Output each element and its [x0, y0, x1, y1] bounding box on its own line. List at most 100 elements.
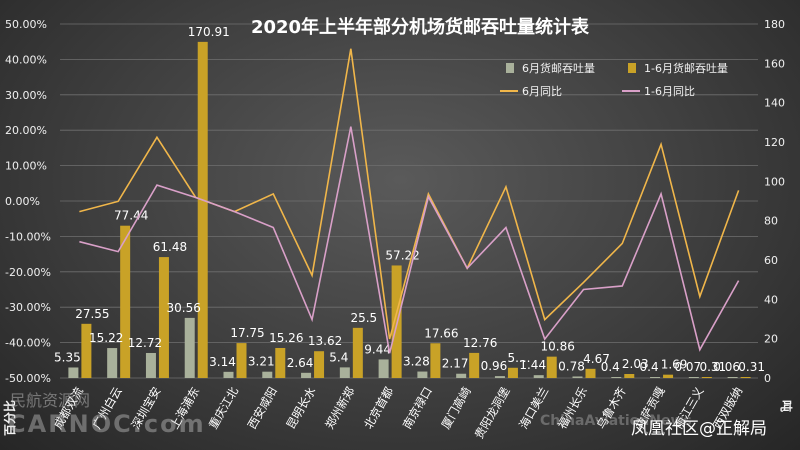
gridlines — [60, 23, 758, 379]
bar-value-label: 12.72 — [128, 336, 162, 350]
right-tick-label: 60 — [764, 254, 778, 267]
bar-value-label: 170.91 — [188, 25, 230, 39]
legend: 6月货邮吞吐量 1-6月货邮吞吐量 6月同比 1-6月同比 — [500, 61, 728, 98]
watermark-carnoc: CARNOC.com — [8, 410, 206, 438]
bar-6月货邮吞吐量 — [223, 371, 234, 378]
left-tick-label: 40.00% — [5, 53, 47, 66]
bar-value-label: 4.67 — [583, 352, 610, 366]
watermark-source: 凤凰社区@正解局 — [631, 419, 767, 439]
bar-1-6月货邮吞吐量 — [352, 327, 363, 378]
left-tick-label: -50.00% — [5, 372, 51, 385]
left-tick-label: 10.00% — [5, 160, 47, 173]
bar-value-label: 15.22 — [89, 331, 123, 345]
bar-1-6月货邮吞吐量 — [701, 377, 712, 378]
bar-value-label: 27.55 — [75, 307, 109, 321]
bar-value-label: 9.44 — [364, 342, 391, 356]
legend-label: 6月货邮吞吐量 — [522, 61, 595, 75]
bars — [68, 41, 751, 378]
bar-value-label: 0.31 — [738, 360, 765, 374]
bar-value-label: 2.17 — [442, 357, 469, 371]
left-axis: 50.00% 40.00% 30.00% 20.00% 10.00% 0.00% -10.0… — [5, 18, 51, 385]
left-tick-label: -10.00% — [5, 230, 51, 243]
bar-1-6月货邮吞吐量 — [740, 377, 751, 378]
left-tick-label: -30.00% — [5, 301, 51, 314]
bar-1-6月货邮吞吐量 — [236, 343, 247, 378]
bar-value-label: 5.4 — [329, 350, 348, 364]
bar-6月货邮吞吐量 — [494, 376, 505, 378]
bar-6月货邮吞吐量 — [145, 352, 156, 378]
x-tick-label: 北京首都 — [361, 384, 396, 431]
bar-1-6月货邮吞吐量 — [546, 356, 557, 378]
bar-value-label: 3.28 — [403, 355, 430, 369]
right-tick-label: 0 — [764, 372, 771, 385]
bar-value-label: 13.62 — [308, 334, 342, 348]
right-tick-label: 160 — [764, 57, 785, 70]
legend-label: 1-6月货邮吞吐量 — [644, 61, 728, 75]
bar-value-label: 2.03 — [622, 357, 649, 371]
bar-value-label: 15.26 — [269, 331, 303, 345]
bar-value-label: 25.5 — [350, 311, 377, 325]
bar-6月货邮吞吐量 — [611, 377, 622, 378]
bar-value-label: 0.78 — [558, 359, 585, 373]
left-tick-label: 20.00% — [5, 124, 47, 137]
x-tick-label: 昆明长水 — [284, 384, 319, 431]
watermark-aviation: ChinaAviationNews — [540, 413, 692, 429]
bar-value-label: 3.21 — [248, 355, 275, 369]
bar-6月货邮吞吐量 — [68, 367, 79, 378]
left-tick-label: -40.00% — [5, 337, 51, 350]
bar-6月货邮吞吐量 — [688, 377, 699, 378]
left-tick-label: 50.00% — [5, 18, 47, 31]
x-tick-label: 重庆江北 — [206, 384, 241, 431]
right-axis-title: 吨 — [779, 400, 794, 412]
bar-6月货邮吞吐量 — [650, 377, 661, 378]
bar-value-label: 1.69 — [661, 358, 688, 372]
bar-6月货邮吞吐量 — [378, 359, 389, 378]
left-axis-title: 百分比 — [2, 400, 17, 436]
x-tick-label: 郑州新郑 — [322, 384, 357, 431]
bar-value-label: 0.31 — [699, 360, 726, 374]
bar-value-label: 77.44 — [114, 209, 148, 223]
right-tick-label: 140 — [764, 97, 785, 110]
bar-value-label: 2.64 — [287, 356, 314, 370]
bar-6月货邮吞吐量 — [339, 367, 350, 378]
legend-swatch — [506, 63, 514, 73]
right-tick-label: 180 — [764, 18, 785, 31]
bar-1-6月货邮吞吐量 — [275, 347, 286, 378]
bar-value-label: 1.44 — [519, 358, 546, 372]
bar-1-6月货邮吞吐量 — [158, 257, 169, 378]
bar-6月货邮吞吐量 — [184, 317, 195, 378]
bar-value-label: 0.96 — [481, 359, 508, 373]
x-tick-label: 西安咸阳 — [245, 385, 280, 432]
right-tick-label: 40 — [764, 293, 778, 306]
watermark-cn: 民航资源网 — [10, 391, 90, 410]
bar-value-label: 30.56 — [167, 301, 201, 315]
x-tick-label: 南京禄口 — [400, 385, 435, 432]
bar-value-label: 12.76 — [463, 336, 497, 350]
right-tick-label: 100 — [764, 175, 785, 188]
bar-value-label: 5.... — [507, 351, 530, 365]
bar-value-label: 17.66 — [424, 326, 458, 340]
bar-1-6月货邮吞吐量 — [120, 225, 131, 378]
bar-6月货邮吞吐量 — [107, 348, 118, 378]
bar-value-label: 0.06 — [713, 360, 740, 374]
x-tick-label: 贵阳龙洞堡 — [472, 384, 513, 441]
bar-1-6月货邮吞吐量 — [197, 41, 208, 378]
legend-swatch — [628, 63, 636, 73]
bar-1-6月货邮吞吐量 — [430, 343, 441, 378]
bar-1-6月货邮吞吐量 — [469, 352, 480, 378]
bar-1-6月货邮吞吐量 — [314, 351, 325, 378]
bar-labels: 5.35 15.22 12.72 30.56 3.14 3.21 2.64 5.4 9.44 3.… — [54, 25, 765, 374]
series-lines — [79, 48, 740, 354]
bar-6月货邮吞吐量 — [456, 373, 467, 378]
bar-6月货邮吞吐量 — [533, 375, 544, 378]
bar-value-label: 5.35 — [54, 350, 81, 364]
right-tick-label: 80 — [764, 215, 778, 228]
bar-1-6月货邮吞吐量 — [624, 374, 635, 378]
legend-label: 6月同比 — [522, 85, 562, 98]
bar-6月货邮吞吐量 — [572, 376, 583, 378]
x-tick-label: 厦门高崎 — [439, 384, 474, 431]
bar-1-6月货邮吞吐量 — [585, 368, 596, 378]
bar-value-label: 61.48 — [153, 240, 187, 254]
